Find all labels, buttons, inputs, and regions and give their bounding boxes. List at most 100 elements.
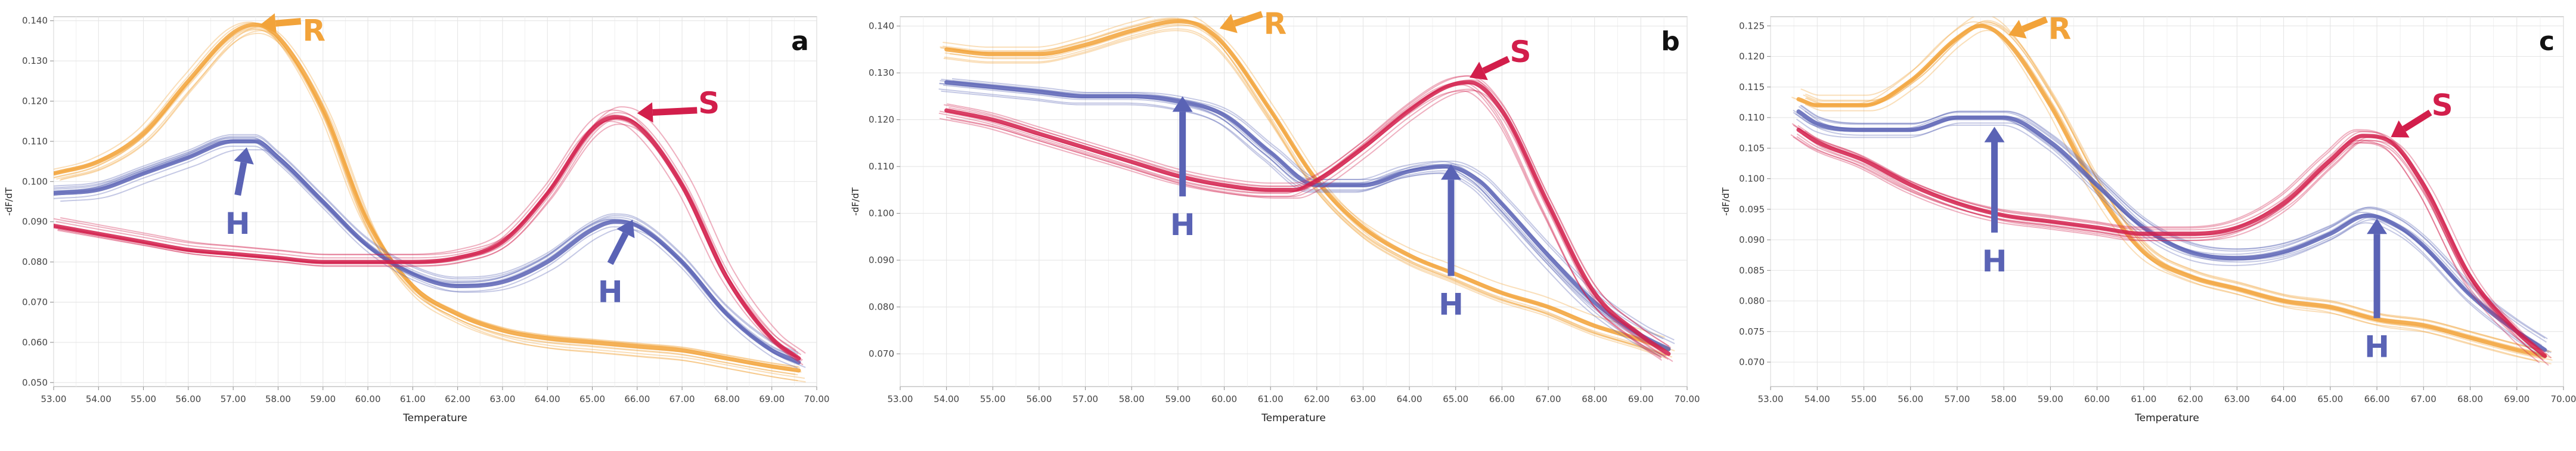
annotation-label-H: H xyxy=(225,206,250,241)
replicate-trace-R xyxy=(940,17,1663,356)
replicate-trace-S xyxy=(60,106,806,354)
y-axis-title: -dF/dT xyxy=(1721,187,1731,216)
x-tick-label: 58.00 xyxy=(265,394,291,404)
x-tick-label: 61.00 xyxy=(1258,394,1284,404)
series-line-S xyxy=(54,115,801,361)
x-tick-label: 67.00 xyxy=(1536,394,1561,404)
y-tick-label: 0.100 xyxy=(1739,174,1765,184)
x-tick-label: 68.00 xyxy=(2457,394,2483,404)
x-tick-label: 63.00 xyxy=(1350,394,1376,404)
y-tick-label: 0.105 xyxy=(1739,143,1765,153)
replicate-trace-S xyxy=(1796,136,2544,357)
annotation-label-H: H xyxy=(1982,244,2007,279)
annotation-arrow-head xyxy=(2367,218,2388,234)
annotation-arrow-head xyxy=(637,102,653,123)
y-tick-label: 0.090 xyxy=(1739,234,1765,245)
y-tick-label: 0.060 xyxy=(22,337,48,348)
chart-panel-a: 53.00 54.00 55.00 56.00 57.00 58.00 59.00 60.00… xyxy=(4,13,829,424)
x-tick-label: 61.00 xyxy=(400,394,426,404)
x-tick-label: 68.00 xyxy=(1582,394,1607,404)
x-tick-label: 67.00 xyxy=(669,394,695,404)
x-tick-label: 61.00 xyxy=(2131,394,2156,404)
replicate-trace-H xyxy=(941,90,1664,351)
replicate-trace-H xyxy=(951,78,1675,341)
replicate-trace-H xyxy=(54,135,799,355)
x-tick-label: 56.00 xyxy=(175,394,201,404)
replicate-trace-R xyxy=(1800,17,2547,352)
series-line-S xyxy=(1796,128,2547,359)
x-tick-label: 63.00 xyxy=(2224,394,2250,404)
series-R xyxy=(1791,17,2553,364)
series-R xyxy=(940,17,1675,359)
replicate-trace-S xyxy=(1796,133,2544,361)
replicate-trace-H xyxy=(1800,104,2547,343)
y-tick-label: 0.140 xyxy=(869,21,894,32)
grid xyxy=(53,17,817,387)
x-tick-label: 57.00 xyxy=(1072,394,1098,404)
replicate-trace-H xyxy=(54,134,798,353)
y-tick-label: 0.100 xyxy=(869,208,894,219)
x-tick-label: 58.00 xyxy=(1119,394,1145,404)
annotation-arrow-shaft xyxy=(2402,109,2432,132)
annotation-arrow-head xyxy=(1219,14,1238,33)
x-tick-label: 53.00 xyxy=(41,394,67,404)
x-tick-label: 55.00 xyxy=(131,394,156,404)
annotation-arrow-head xyxy=(260,13,277,34)
annotation-label-S: S xyxy=(698,86,720,121)
x-tick-label: 64.00 xyxy=(1397,394,1422,404)
y-tick-label: 0.080 xyxy=(1739,296,1765,307)
annotation-arrow-head xyxy=(234,147,254,165)
annotation-label-R: R xyxy=(2048,11,2072,46)
y-tick-label: 0.050 xyxy=(22,377,48,388)
x-tick-label: 54.00 xyxy=(86,394,111,404)
y-tick-label: 0.120 xyxy=(22,96,48,107)
replicate-trace-H xyxy=(1800,104,2548,339)
x-tick-label: 54.00 xyxy=(1805,394,1830,404)
replicate-trace-R xyxy=(944,24,1667,357)
panel-letter: a xyxy=(791,26,809,57)
x-tick-label: 66.00 xyxy=(624,394,650,404)
y-tick-label: 0.095 xyxy=(1739,204,1765,215)
chart-panel-b: 53.00 54.00 55.00 56.00 57.00 58.00 59.00 60.00… xyxy=(850,7,1700,424)
annotation-H: H xyxy=(225,147,254,241)
series-group xyxy=(1790,17,2553,366)
x-tick-label: 70.00 xyxy=(2551,394,2576,404)
replicate-trace-S xyxy=(946,88,1669,360)
replicate-trace-S xyxy=(947,75,1670,347)
x-tick-label: 65.00 xyxy=(2317,394,2343,404)
annotation-H: H xyxy=(598,220,635,310)
y-tick-label: 0.100 xyxy=(22,176,48,187)
replicate-trace-H xyxy=(938,88,1661,357)
y-tick-label: 0.110 xyxy=(869,161,894,172)
annotation-arrow-shaft xyxy=(275,18,302,27)
x-tick-label: 62.00 xyxy=(445,394,470,404)
x-tick-label: 54.00 xyxy=(934,394,959,404)
x-tick-label: 67.00 xyxy=(2411,394,2436,404)
replicate-trace-R xyxy=(940,18,1663,354)
annotation-S: S xyxy=(2391,88,2453,138)
x-tick-label: 59.00 xyxy=(310,394,336,404)
annotation-S: S xyxy=(637,86,720,123)
replicate-trace-H xyxy=(943,84,1666,357)
x-tick-label: 57.00 xyxy=(221,394,246,404)
x-tick-label: 70.00 xyxy=(804,394,830,404)
series-S xyxy=(54,106,806,366)
x-tick-label: 53.00 xyxy=(1758,394,1784,404)
annotation-R: R xyxy=(2008,11,2071,46)
x-tick-label: 70.00 xyxy=(1675,394,1700,404)
annotation-label-H: H xyxy=(598,275,623,310)
annotation-label-H: H xyxy=(1439,288,1464,322)
replicate-trace-H xyxy=(1796,118,2543,358)
replicate-trace-R xyxy=(1791,21,2538,362)
y-tick-label: 0.070 xyxy=(869,348,894,359)
x-tick-label: 66.00 xyxy=(2364,394,2390,404)
y-tick-label: 0.125 xyxy=(1739,20,1765,31)
annotation-label-H: H xyxy=(2364,329,2389,364)
x-tick-label: 66.00 xyxy=(1489,394,1515,404)
replicate-trace-S xyxy=(1793,124,2540,350)
y-tick-label: 0.070 xyxy=(1739,357,1765,367)
y-tick-label: 0.140 xyxy=(22,16,48,26)
x-tick-label: 60.00 xyxy=(355,394,381,404)
x-tick-label: 69.00 xyxy=(2504,394,2529,404)
